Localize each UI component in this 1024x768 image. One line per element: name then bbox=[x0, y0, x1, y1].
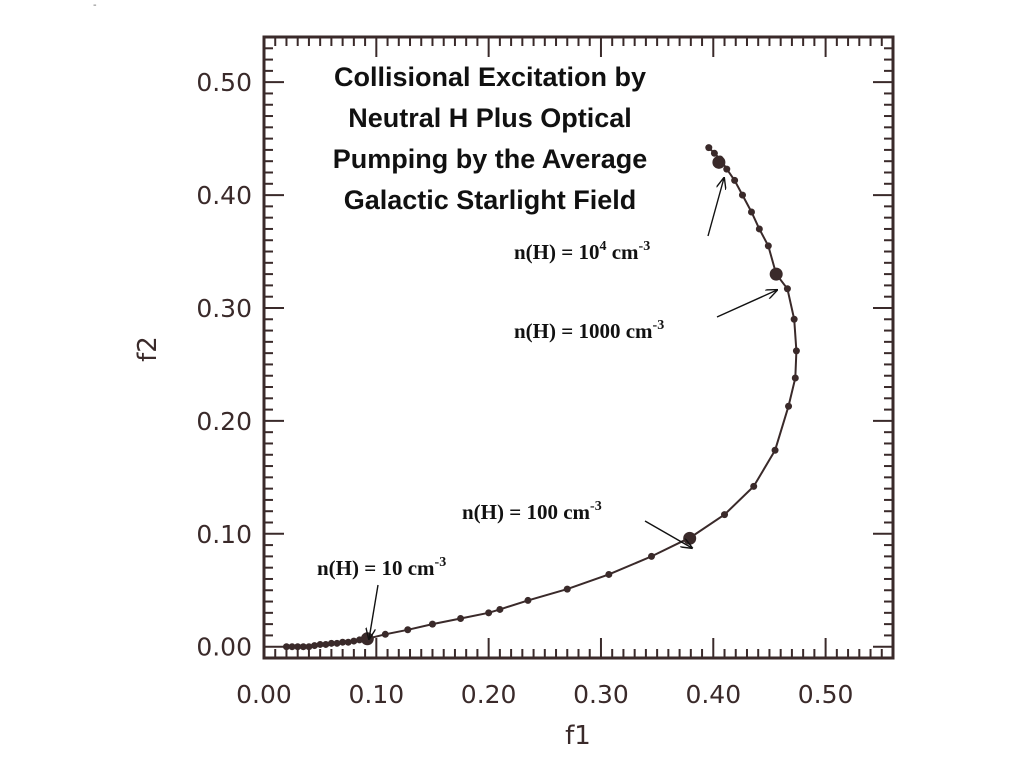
arrow-nh-10 bbox=[369, 584, 379, 639]
data-point bbox=[738, 191, 746, 199]
data-point bbox=[731, 176, 739, 184]
data-point bbox=[755, 225, 763, 233]
data-point bbox=[485, 609, 493, 617]
data-point bbox=[785, 402, 793, 410]
annotation-nh-10: n(H) = 10 cm-3 bbox=[317, 555, 446, 580]
x-tick-label: 0.10 bbox=[348, 680, 404, 709]
data-point bbox=[771, 446, 779, 454]
data-point bbox=[524, 596, 532, 604]
annotation-nh-100: n(H) = 100 cm-3 bbox=[462, 499, 602, 524]
corner-mark: - bbox=[93, 0, 97, 11]
data-point bbox=[350, 637, 358, 645]
x-tick-labels: 0.00 0.10 0.20 0.30 0.40 0.50 bbox=[236, 680, 853, 709]
data-point bbox=[299, 643, 307, 651]
highlight-point bbox=[712, 155, 726, 169]
y-tick-label: 0.50 bbox=[196, 68, 252, 97]
highlight-point bbox=[360, 632, 374, 646]
data-point bbox=[705, 144, 713, 152]
data-point bbox=[790, 315, 798, 323]
data-point bbox=[288, 643, 296, 651]
data-point bbox=[791, 374, 799, 382]
data-point bbox=[381, 630, 389, 638]
annotation-nh-10000: n(H) = 104 cm-3 bbox=[514, 239, 650, 264]
y-tick-label: 0.30 bbox=[196, 294, 252, 323]
data-point bbox=[327, 639, 335, 647]
data-point bbox=[605, 570, 613, 578]
chart-title-line-1: Collisional Excitation by bbox=[334, 62, 646, 92]
data-point bbox=[311, 642, 319, 650]
data-point bbox=[282, 643, 290, 651]
data-point bbox=[710, 149, 718, 157]
data-point bbox=[747, 208, 755, 216]
annotation-nh-1000: n(H) = 1000 cm-3 bbox=[514, 318, 664, 343]
data-point bbox=[721, 511, 729, 519]
data-point bbox=[428, 620, 436, 628]
y-tick-labels: 0.00 0.10 0.20 0.30 0.40 0.50 bbox=[196, 68, 252, 662]
data-point bbox=[344, 638, 352, 646]
data-point bbox=[750, 482, 758, 490]
y-tick-label: 0.10 bbox=[196, 520, 252, 549]
arrow-nh-10000 bbox=[707, 178, 724, 237]
x-axis-title: f1 bbox=[565, 721, 591, 751]
highlight-point bbox=[769, 267, 783, 281]
arrow-nh-100 bbox=[644, 520, 692, 548]
data-point bbox=[563, 585, 571, 593]
data-point bbox=[333, 639, 341, 647]
data-point bbox=[723, 165, 731, 173]
plot-frame bbox=[262, 35, 895, 660]
data-point bbox=[294, 643, 302, 651]
y-tick-label: 0.40 bbox=[196, 181, 252, 210]
x-tick-label: 0.20 bbox=[461, 680, 517, 709]
y-axis-title: f2 bbox=[133, 336, 163, 362]
arrow-nh-1000 bbox=[716, 290, 777, 318]
data-point bbox=[783, 285, 791, 293]
x-tick-label: 0.40 bbox=[685, 680, 741, 709]
data-point bbox=[792, 347, 800, 355]
chart-title-line-2: Neutral H Plus Optical bbox=[348, 103, 632, 133]
data-point bbox=[764, 242, 772, 250]
data-point bbox=[322, 640, 330, 648]
chart-title: Collisional Excitation by Neutral H Plus… bbox=[333, 62, 648, 215]
y-tick-label: 0.20 bbox=[196, 407, 252, 436]
data-point bbox=[316, 640, 324, 648]
x-tick-label: 0.30 bbox=[573, 680, 629, 709]
x-tick-label: 0.50 bbox=[798, 680, 854, 709]
y-tick-label: 0.00 bbox=[196, 633, 252, 662]
x-tick-label: 0.00 bbox=[236, 680, 292, 709]
highlight-point bbox=[683, 531, 697, 545]
chart-title-line-3: Pumping by the Average bbox=[333, 144, 648, 174]
data-point bbox=[404, 626, 412, 634]
density-annotations: n(H) = 10 cm-3 n(H) = 100 cm-3 n(H) = 10… bbox=[317, 239, 664, 580]
data-point bbox=[648, 552, 656, 560]
data-point bbox=[457, 614, 465, 622]
data-point bbox=[339, 638, 347, 646]
chart-title-line-4: Galactic Starlight Field bbox=[344, 185, 637, 215]
data-point bbox=[496, 605, 504, 613]
data-point bbox=[305, 643, 313, 651]
annotation-arrows bbox=[369, 178, 777, 639]
